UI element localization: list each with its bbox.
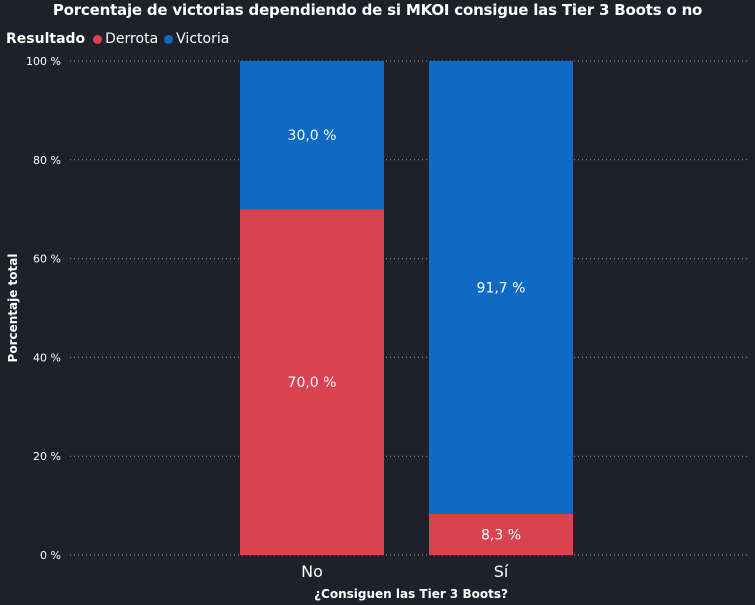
bar-victoria-si[interactable] [429, 61, 573, 514]
y-tick-label: 20 % [33, 450, 61, 463]
bars [240, 61, 573, 555]
bar-derrota-no[interactable] [240, 209, 384, 555]
x-axis-title: ¿Consiguen las Tier 3 Boots? [314, 587, 508, 601]
y-axis-title: Porcentaje total [6, 254, 20, 363]
legend-marker-derrota [93, 34, 103, 44]
x-tick-label: No [301, 562, 323, 581]
gridlines [70, 60, 748, 556]
legend-marker-victoria [164, 34, 174, 44]
bar-victoria-no[interactable] [240, 61, 384, 210]
legend-label-victoria: Victoria [176, 31, 230, 47]
data-label: 30,0 % [288, 128, 337, 144]
x-tick-label: Sí [494, 562, 509, 581]
legend-title: Resultado [6, 31, 86, 47]
y-tick-label: 100 % [26, 55, 61, 68]
bar-derrota-si[interactable] [429, 513, 573, 555]
data-label: 91,7 % [477, 280, 526, 296]
legend-item-derrota[interactable]: Derrota [93, 31, 158, 47]
chart-title: Porcentaje de victorias dependiendo de s… [52, 1, 703, 19]
legend: Resultado Derrota Victoria [6, 29, 235, 49]
legend-item-victoria[interactable]: Victoria [164, 31, 229, 47]
y-tick-label: 80 % [33, 154, 61, 167]
legend-label-derrota: Derrota [105, 31, 159, 47]
y-tick-label: 60 % [33, 253, 61, 266]
y-tick-label: 40 % [33, 351, 61, 364]
y-tick-label: 0 % [40, 549, 61, 562]
data-labels: 70,0 % 30,0 % 8,3 % 91,7 % [288, 128, 526, 543]
data-label: 8,3 % [481, 527, 521, 543]
y-axis-ticks: 0 % 20 % 40 % 60 % 80 % 100 % [26, 55, 61, 562]
data-label: 70,0 % [288, 375, 337, 391]
x-axis-ticks: No Sí [301, 562, 509, 581]
